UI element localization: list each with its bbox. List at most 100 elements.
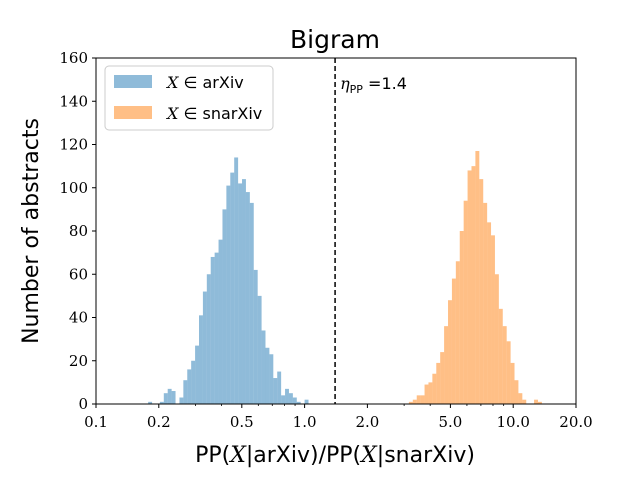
legend-label-arxiv: X ∈ arXiv (165, 73, 244, 92)
histogram-bar-arxiv (226, 185, 231, 404)
histogram-bar-snarxiv (534, 399, 538, 404)
x-tick-label: 5.0 (438, 413, 462, 431)
histogram-bar-snarxiv (479, 179, 484, 404)
x-tick-label: 1.0 (293, 413, 317, 431)
legend-var: X (165, 104, 179, 123)
x-tick-label: 0.5 (230, 413, 254, 431)
histogram-bar-arxiv (183, 380, 188, 404)
histogram-bar-snarxiv (510, 362, 515, 404)
legend: X ∈ arXiv X ∈ snarXiv (104, 65, 274, 131)
histogram-bar-arxiv (292, 397, 297, 404)
histogram-bar-arxiv (206, 274, 211, 404)
histogram-bar-snarxiv (537, 401, 542, 404)
legend-in: ∈ (178, 73, 202, 92)
histogram-bar-snarxiv (416, 395, 421, 404)
histogram-bar-snarxiv (424, 384, 429, 404)
histogram-bar-snarxiv (502, 326, 507, 404)
chart-title: Bigram (290, 25, 380, 54)
x-axis-label-var: X (228, 443, 247, 468)
histogram-bar-snarxiv (514, 380, 519, 404)
histogram-bar-arxiv (257, 295, 262, 405)
y-tick-label: 60 (69, 265, 88, 283)
histogram-bar-arxiv (191, 360, 196, 404)
y-axis: 0 20 40 60 80 100 120 140 160 (59, 49, 96, 413)
legend-var: X (165, 73, 179, 92)
histogram-bar-snarxiv (408, 401, 413, 404)
histogram-bar-arxiv (234, 157, 239, 404)
histogram-bar-arxiv (277, 371, 282, 404)
histogram-bar-arxiv (249, 202, 254, 404)
y-tick-label: 20 (69, 352, 88, 370)
histogram-bar-snarxiv (467, 170, 472, 404)
y-tick-label: 160 (59, 49, 88, 67)
histogram-bar-arxiv (288, 393, 293, 404)
histogram-bar-arxiv (222, 209, 227, 405)
histogram-bar-snarxiv (444, 326, 449, 404)
x-tick-label: 20.0 (559, 413, 592, 431)
histogram-bar-arxiv (253, 269, 258, 404)
histogram-bar-snarxiv (475, 150, 480, 404)
y-tick-label: 0 (78, 395, 88, 413)
y-tick-label: 140 (59, 92, 88, 110)
histogram-bar-snarxiv (518, 393, 523, 404)
legend-swatch-snarxiv (114, 106, 152, 119)
legend-swatch-arxiv (114, 75, 152, 88)
histogram-bar-arxiv (214, 252, 219, 405)
histogram-bar-arxiv (167, 388, 172, 404)
histogram-bar-arxiv (265, 347, 270, 404)
legend-in: ∈ (178, 104, 202, 123)
histogram-bar-snarxiv (483, 202, 488, 404)
histogram-bar-arxiv (171, 391, 176, 404)
histogram-bar-snarxiv (506, 341, 511, 404)
histogram-bar-arxiv (304, 399, 309, 404)
histogram-bar-arxiv (281, 395, 286, 404)
y-tick-label: 40 (69, 309, 88, 327)
x-axis-label-part: |snarXiv) (377, 443, 475, 468)
histogram-bar-arxiv (261, 330, 266, 404)
histogram-bar-arxiv (238, 183, 243, 404)
histogram-bar-snarxiv (436, 362, 441, 404)
histogram-bar-snarxiv (459, 231, 464, 404)
histogram-bar-arxiv (218, 239, 223, 404)
histogram-bar-snarxiv (428, 382, 433, 405)
histogram-bar-arxiv (242, 179, 246, 404)
histogram-bar-snarxiv (448, 300, 452, 404)
x-axis-label: PP(X|arXiv)/PP(X|snarXiv) (195, 443, 475, 468)
histogram-bar-arxiv (199, 315, 203, 404)
histogram-bar-arxiv (148, 401, 153, 404)
histogram-bar-snarxiv (463, 200, 468, 404)
y-tick-label: 80 (69, 222, 88, 240)
histogram-bar-snarxiv (494, 274, 499, 404)
histogram-bar-arxiv (273, 378, 278, 404)
histogram-bar-arxiv (187, 369, 192, 404)
histogram-bar-arxiv (269, 354, 274, 404)
histogram-bar-snarxiv (412, 399, 417, 404)
x-axis-label-part: |arXiv)/PP( (246, 443, 361, 468)
x-axis-label-part: PP( (195, 443, 230, 468)
histogram-bar-snarxiv (471, 166, 476, 405)
y-axis-label: Number of abstracts (19, 118, 44, 344)
histogram-bar-snarxiv (491, 235, 495, 404)
histogram-bar-arxiv (179, 397, 184, 404)
y-tick-label: 120 (59, 136, 88, 154)
x-tick-label: 10.0 (497, 413, 530, 431)
x-tick-label: 2.0 (355, 413, 379, 431)
threshold-symbol: η (340, 74, 350, 93)
histogram-bar-snarxiv (420, 395, 425, 404)
histogram-bar-arxiv (245, 192, 250, 404)
x-tick-label: 0.1 (84, 413, 108, 431)
histogram-bar-arxiv (210, 256, 215, 404)
legend-name: snarXiv (203, 104, 263, 123)
histogram-bar-arxiv (285, 388, 289, 404)
histogram-bar-arxiv (202, 291, 207, 404)
histogram-bars (148, 150, 542, 405)
legend-name: arXiv (203, 73, 244, 92)
histogram-bar-arxiv (230, 172, 235, 404)
x-axis-label-var: X (359, 443, 378, 468)
x-tick-label: 0.2 (147, 413, 171, 431)
histogram-bar-snarxiv (487, 222, 492, 404)
histogram-bar-snarxiv (432, 373, 437, 404)
x-axis: 0.1 0.2 0.5 1.0 2.0 5.0 10.0 20.0 (84, 404, 593, 431)
histogram-bar-snarxiv (498, 308, 503, 404)
